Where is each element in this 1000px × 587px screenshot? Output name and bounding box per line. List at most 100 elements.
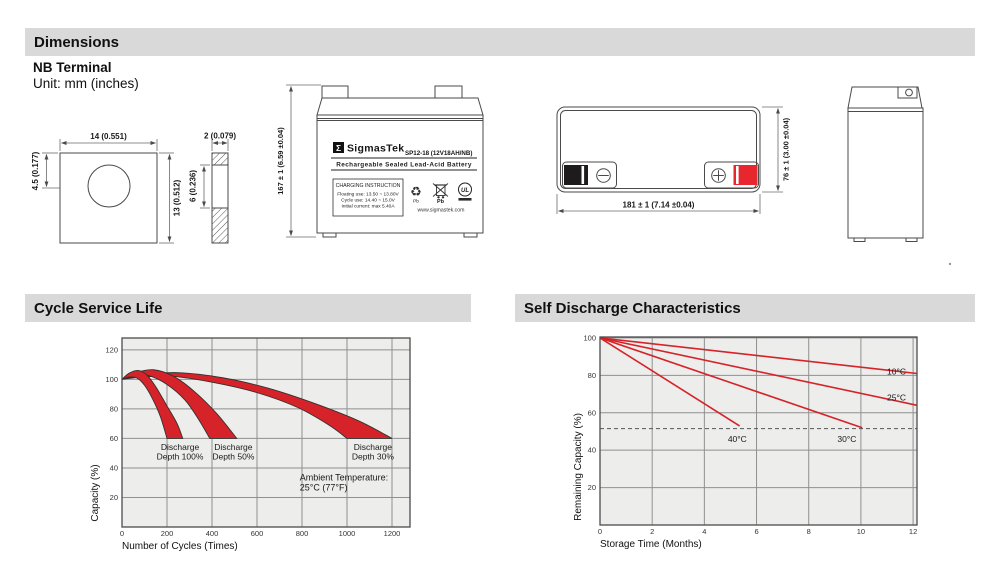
brand-logo-glyph: Σ: [336, 143, 341, 153]
section-header-cycle-life: Cycle Service Life: [25, 294, 471, 322]
svg-text:Depth 100%: Depth 100%: [157, 452, 204, 462]
terminal-hole: [87, 164, 131, 208]
top-width-dim: 181 ± 1 (7.14 ±0.04): [623, 201, 695, 210]
front-foot-right: [463, 232, 478, 238]
top-terminal-housing-right: [704, 161, 759, 189]
battery-label: Σ SigmasTek SP12-18 (12V18AH/NB) Recharg…: [331, 142, 477, 217]
terminal-slot-dim: 6 (0.236): [189, 170, 198, 202]
terminal-plate: [59, 152, 158, 244]
charging-line-3: Initial current: max 5.40A: [341, 204, 395, 210]
negative-polarity-icon: [596, 168, 611, 183]
svg-text:20: 20: [110, 493, 118, 502]
top-view-dimension-lines: [556, 106, 783, 214]
terminal-width-dim: 14 (0.551): [90, 132, 127, 141]
terminal-type-label: NB Terminal: [33, 60, 112, 75]
negative-terminal: [564, 165, 588, 185]
side-terminal-box: [897, 86, 918, 99]
svg-text:20: 20: [588, 483, 596, 492]
svg-text:40: 40: [588, 446, 596, 455]
svg-text:80: 80: [110, 404, 118, 413]
section-header-self-discharge: Self Discharge Characteristics: [515, 294, 975, 322]
svg-text:100: 100: [105, 375, 118, 384]
svg-text:25°C: 25°C: [887, 393, 906, 403]
top-outline: [556, 106, 761, 193]
svg-text:10°C: 10°C: [887, 366, 906, 376]
side-foot-right: [905, 237, 918, 242]
self-discharge-title: Self Discharge Characteristics: [524, 299, 741, 317]
crossed-bin-pb-icon: [432, 183, 449, 199]
recycle-pb-label: Pb: [413, 199, 419, 205]
terminal-front-dimension-lines: [42, 139, 174, 244]
battery-type-line: Rechargeable Sealed Lead-Acid Battery: [336, 162, 472, 169]
svg-text:30°C: 30°C: [837, 434, 856, 444]
svg-text:0: 0: [598, 527, 602, 536]
svg-text:40°C: 40°C: [728, 434, 747, 444]
self-discharge-chart: 10°C 25°C 30°C 40°C 0 2 4 6 8 10 12 20 40 60 80 100 Stor…: [555, 330, 955, 570]
side-body: [847, 107, 924, 239]
model-number: SP12-18 (12V18AH/NB): [405, 150, 472, 157]
terminal-hole-offset-dim: 4.5 (0.177): [31, 151, 40, 190]
svg-text:Number of Cycles (Times): Number of Cycles (Times): [122, 541, 238, 552]
charging-title: CHARGING INSTRUCTION: [336, 183, 401, 189]
top-terminal-housing-left: [562, 161, 617, 189]
svg-text:Storage Time (Months): Storage Time (Months): [600, 539, 702, 550]
svg-text:Ambient Temperature:: Ambient Temperature:: [300, 472, 388, 482]
svg-text:8: 8: [807, 527, 811, 536]
side-foot-left: [853, 237, 866, 242]
svg-text:25°C (77°F): 25°C (77°F): [300, 482, 348, 492]
svg-text:4: 4: [702, 527, 706, 536]
ul-file-mark: [458, 198, 472, 201]
ul-icon: UL: [458, 182, 472, 201]
ul-letters: UL: [461, 188, 469, 194]
battery-side-view: [847, 86, 924, 242]
brand-name: SigmasTek: [347, 143, 404, 155]
charging-line-2: Cycle use: 14.40 ~ 15.0V: [341, 198, 396, 204]
svg-text:Discharge: Discharge: [354, 442, 393, 452]
terminal-side-dimension-lines: [200, 139, 229, 209]
front-height-dim: 167 ± 1 (6.59 ±0.04): [276, 127, 285, 195]
section-header-dimensions: Dimensions: [25, 28, 975, 56]
front-lid: [316, 97, 484, 116]
dimension-drawings: 14 (0.551) 4.5 (0.177) 13 (0.512) 2 (0.0…: [31, 84, 952, 266]
bin-pb-label: Pb: [437, 199, 445, 205]
svg-text:400: 400: [206, 529, 219, 538]
recycle-pb-icon: ♻: [410, 184, 422, 199]
charging-line-1: Floating use: 13.50 ~ 13.80V: [337, 192, 399, 198]
positive-polarity-icon: [711, 168, 726, 183]
front-foot-left: [322, 232, 337, 238]
svg-text:40: 40: [110, 463, 118, 472]
svg-text:12: 12: [909, 527, 917, 536]
front-body: [316, 114, 484, 234]
svg-text:6: 6: [754, 527, 758, 536]
svg-text:60: 60: [588, 408, 596, 417]
battery-top-view: [556, 106, 761, 193]
battery-front-view: [316, 85, 484, 238]
side-terminal-hole: [905, 88, 913, 97]
svg-text:200: 200: [161, 529, 174, 538]
brand-logo-icon: [333, 142, 344, 153]
top-depth-dim: 76 ± 1 (3.00 ±0.04): [782, 117, 791, 181]
svg-text:60: 60: [110, 434, 118, 443]
svg-text:600: 600: [251, 529, 264, 538]
svg-text:800: 800: [296, 529, 309, 538]
svg-text:80: 80: [588, 371, 596, 380]
cycle-life-title: Cycle Service Life: [34, 299, 163, 317]
terminal-side-view: [211, 152, 229, 244]
terminal-height-dim: 13 (0.512): [173, 179, 182, 216]
svg-text:100: 100: [583, 333, 596, 342]
svg-text:1200: 1200: [384, 529, 401, 538]
svg-text:0: 0: [120, 529, 124, 538]
positive-terminal: [733, 165, 758, 185]
website-text: www.sigmastek.com: [418, 208, 465, 214]
front-terminal-tab-left: [321, 85, 349, 99]
svg-text:Discharge: Discharge: [214, 442, 253, 452]
svg-text:Capacity (%): Capacity (%): [90, 464, 101, 521]
dimensions-title: Dimensions: [34, 33, 120, 51]
stray-dot: [948, 262, 952, 266]
front-height-dimension-lines: [286, 84, 321, 238]
svg-text:1000: 1000: [339, 529, 356, 538]
svg-text:Discharge: Discharge: [161, 442, 200, 452]
svg-text:Depth 30%: Depth 30%: [352, 452, 394, 462]
svg-text:2: 2: [650, 527, 654, 536]
